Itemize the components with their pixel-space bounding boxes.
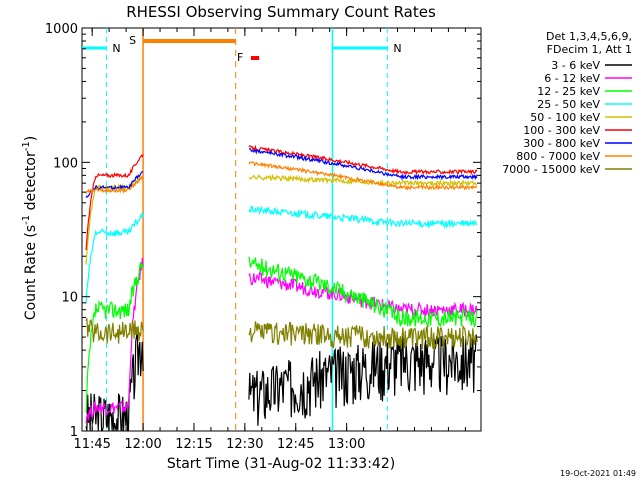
night-label: N: [393, 42, 401, 55]
plot-frame: [81, 27, 482, 432]
legend-entry-label: 12 - 25 keV: [537, 85, 600, 98]
y-label-part2: detector: [23, 151, 39, 215]
saa-label: S: [129, 34, 136, 47]
legend-entry-label: 100 - 300 keV: [523, 124, 600, 137]
legend-entry-label: 50 - 100 keV: [530, 111, 600, 124]
series-line-post: [248, 173, 478, 188]
flare-label: F: [237, 51, 243, 64]
legend: Det 1,3,4,5,6,9,FDecim 1, Att 1 3 - 6 keV…: [502, 30, 632, 176]
series-line-pre: [85, 261, 144, 413]
x-tick-label: 13:00: [328, 437, 365, 452]
axes: 1 10 100 1000 11:45 12:00 12:15 12:30 12:45 13:00: [45, 22, 481, 452]
series-line-post: [248, 205, 478, 230]
y-tick-label: 10: [61, 291, 78, 306]
y-label-sup2: -1: [21, 141, 32, 151]
x-tick-label: 11:45: [73, 437, 110, 452]
y-label-part1: Count Rate (s: [23, 225, 39, 320]
series-line-pre: [85, 175, 144, 194]
series-line-pre: [85, 257, 144, 424]
series-line-post: [248, 148, 478, 181]
series-line-pre: [85, 332, 144, 432]
series-lines: [85, 144, 478, 432]
footer-timestamp: 19-Oct-2021 01:49: [560, 469, 636, 478]
x-tick-label: 12:30: [226, 437, 263, 452]
plot-border: [81, 27, 482, 432]
series-line-post: [248, 256, 478, 328]
y-label-sup1: -1: [21, 215, 32, 225]
x-tick-label: 12:00: [124, 437, 161, 452]
x-tick-label: 12:15: [175, 437, 212, 452]
series-line-post: [248, 334, 478, 426]
legend-header-line: FDecim 1, Att 1: [547, 43, 632, 56]
series-line-post: [248, 144, 478, 176]
chart-title: RHESSI Observing Summary Count Rates: [126, 3, 436, 21]
x-axis-label: Start Time (31-Aug-02 11:33:42): [167, 456, 395, 472]
series-line-pre: [85, 212, 144, 304]
x-tick-label: 12:45: [277, 437, 314, 452]
night-label: N: [112, 42, 120, 55]
series-line-post: [248, 161, 478, 191]
y-tick-label: 100: [53, 156, 78, 171]
legend-header-line: Det 1,3,4,5,6,9,: [546, 30, 632, 43]
series-line-pre: [85, 318, 144, 344]
y-tick-label: 1000: [45, 22, 78, 37]
legend-entry-label: 300 - 800 keV: [523, 137, 600, 150]
legend-entry-label: 800 - 7000 keV: [516, 150, 600, 163]
legend-entry-label: 7000 - 15000 keV: [502, 163, 600, 176]
series-line-post: [248, 321, 478, 350]
y-tick-label: 1: [70, 425, 78, 440]
series-line-pre: [85, 171, 144, 198]
y-axis-label: Count Rate (s-1 detector-1): [21, 136, 39, 320]
legend-entry-label: 25 - 50 keV: [537, 98, 600, 111]
legend-entry-label: 3 - 6 keV: [551, 59, 600, 72]
y-label-part3: ): [23, 136, 39, 141]
legend-entry-label: 6 - 12 keV: [544, 72, 600, 85]
series-line-pre: [85, 154, 144, 250]
